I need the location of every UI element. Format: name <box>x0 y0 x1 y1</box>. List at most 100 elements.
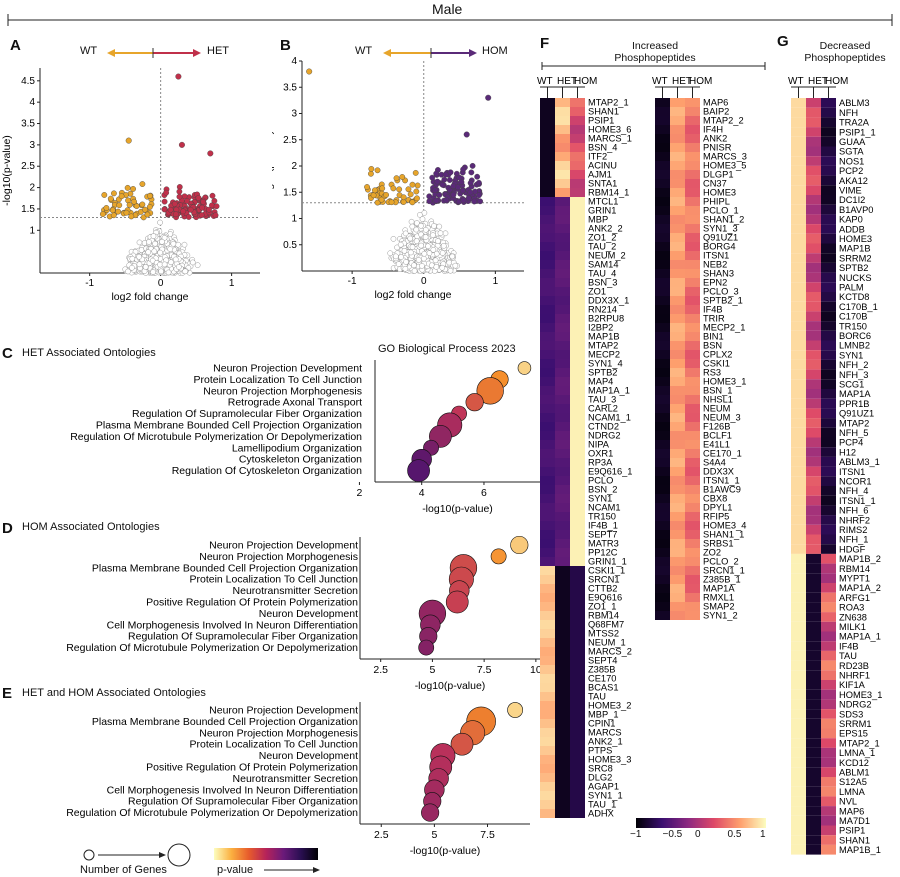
heatmap-cell <box>655 161 670 170</box>
volcano-point <box>189 259 196 266</box>
volcano-point <box>475 179 482 186</box>
heatmap-cell <box>791 243 806 254</box>
heatmap-cell <box>806 699 821 710</box>
heatmap-cell <box>570 665 585 674</box>
heatmap-row-label: CE170_1 <box>703 449 742 459</box>
heatmap-cell <box>685 422 700 431</box>
heatmap-row-label: RBM14 <box>839 564 870 574</box>
heatmap-row-label: ANK2 <box>703 134 727 144</box>
heatmap-cell <box>821 330 836 341</box>
heatmap-cell <box>670 521 685 530</box>
heatmap-cell <box>806 592 821 603</box>
heatmap-cell <box>540 116 555 125</box>
heatmap-cell <box>540 251 555 260</box>
heatmap-cell <box>685 179 700 188</box>
heatmap-cell <box>670 440 685 449</box>
y-tick-label: 2 <box>29 183 35 194</box>
heatmap-cell <box>791 321 806 331</box>
heatmap-cell <box>670 512 685 521</box>
heatmap-cell <box>670 251 685 260</box>
heatmap-row-label: NDRG2 <box>588 431 621 441</box>
heatmap-cell <box>806 437 821 448</box>
heatmap-cell <box>791 650 806 661</box>
volcano-point <box>182 268 189 275</box>
heatmap-cell <box>685 287 700 296</box>
heatmap-cell <box>540 107 555 116</box>
heatmap-cell <box>685 386 700 395</box>
volcano-point <box>111 190 117 197</box>
volcano-point <box>206 206 212 213</box>
heatmap-cell <box>670 278 685 287</box>
heatmap-cell <box>806 369 821 380</box>
heatmap-cell <box>806 262 821 273</box>
heatmap-cell <box>821 398 836 409</box>
volcano-point <box>469 162 476 169</box>
y-tick-label: 1.5 <box>21 204 35 215</box>
y-tick-label: 4 <box>291 56 297 67</box>
heatmap-cell <box>806 641 821 651</box>
heatmap-cell <box>670 260 685 269</box>
ontology-d-chart: Neuron Projection Development Neuron Proj… <box>0 533 540 693</box>
volcano-point <box>200 199 207 205</box>
heatmap-row-label: RN214 <box>588 305 617 315</box>
heatmap-cell <box>540 305 555 314</box>
heatmap-cell <box>655 260 670 269</box>
heatmap-cell <box>821 621 836 632</box>
heatmap-cell <box>791 233 806 244</box>
heatmap-cell <box>806 311 821 322</box>
x-axis-label: -log10(p-value) <box>422 503 493 515</box>
heatmap-cell <box>655 332 670 341</box>
heatmap-cell <box>555 575 570 584</box>
colorbar-tick-label: 1 <box>760 829 766 840</box>
heatmap-row-label: PPR1B <box>839 399 870 409</box>
volcano-point <box>403 259 409 265</box>
y-tick-label: 1 <box>29 225 35 236</box>
heatmap-cell <box>540 449 555 458</box>
heatmap-cell <box>821 602 836 613</box>
heatmap-row-label: TAU <box>588 692 606 702</box>
heatmap-cell <box>555 269 570 278</box>
heatmap-row-label: EPS15 <box>839 729 868 739</box>
volcano-a-direction-arrow <box>107 48 201 58</box>
volcano-point <box>413 238 420 244</box>
volcano-point <box>398 254 404 260</box>
heatmap-cell <box>806 379 821 389</box>
heatmap-cell <box>791 728 806 739</box>
heatmap-cell <box>806 408 821 419</box>
heatmap-cell <box>806 466 821 477</box>
heatmap-cell <box>655 476 670 485</box>
heatmap-cell <box>806 670 821 680</box>
heatmap-cell <box>791 156 806 166</box>
heatmap-cell <box>540 386 555 395</box>
heatmap-cell <box>570 98 585 107</box>
heatmap-cell <box>655 503 670 512</box>
heatmap-cell <box>570 674 585 683</box>
panel-letter-e: E <box>2 685 13 702</box>
heatmap-row-label: HOME3_2 <box>588 701 631 711</box>
heatmap-cell <box>791 844 806 855</box>
heatmap-cell <box>655 359 670 368</box>
volcano-point <box>187 206 194 213</box>
heatmap-cell <box>555 359 570 368</box>
heatmap-cell <box>791 466 806 477</box>
heatmap-row-label: SYN1 <box>588 494 612 504</box>
figure-title-bracket <box>7 14 893 26</box>
y-tick-label: 1.5 <box>283 187 297 198</box>
heatmap-cell <box>555 206 570 215</box>
heatmap-cell <box>540 269 555 278</box>
heatmap-cell <box>670 296 685 305</box>
heatmap-cell <box>570 557 585 566</box>
heatmap-cell <box>570 728 585 737</box>
ontology-term-label: Neuron Development <box>259 750 358 762</box>
ontology-dot <box>445 590 469 614</box>
volcano-point <box>425 243 431 250</box>
volcano-point <box>433 197 440 204</box>
heatmap-cell <box>821 486 836 496</box>
heatmap-cell <box>791 389 806 399</box>
heatmap-row-label: MATR3 <box>588 539 619 549</box>
heatmap-cell <box>655 98 670 107</box>
heatmap-cell <box>685 170 700 179</box>
heatmap-cell <box>570 350 585 359</box>
volcano-point <box>390 236 397 242</box>
heatmap-row-label: IF4B_1 <box>588 521 618 531</box>
